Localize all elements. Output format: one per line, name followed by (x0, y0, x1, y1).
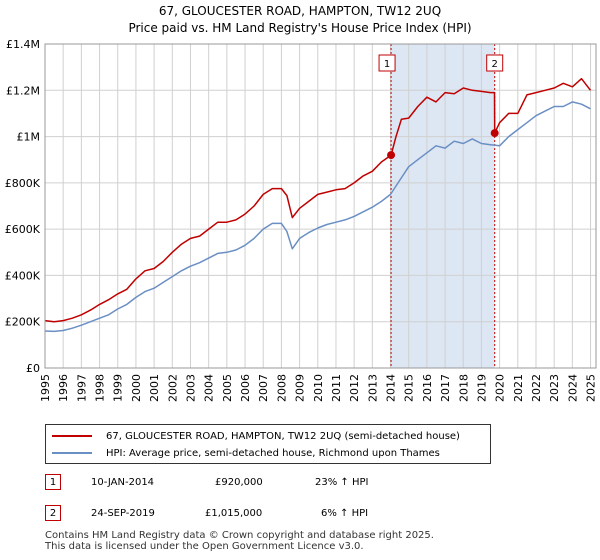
x-tick-label: 2021 (512, 374, 525, 402)
x-tick-label: 2006 (239, 374, 252, 402)
y-tick-label: £800K (5, 177, 41, 190)
chart-subtitle: Price paid vs. HM Land Registry's House … (128, 21, 472, 35)
footer-copyright: Contains HM Land Registry data © Crown c… (45, 530, 434, 541)
y-tick-label: £600K (5, 223, 41, 236)
y-tick-label: £1.2M (6, 84, 40, 97)
transaction-date: 24-SEP-2019 (91, 508, 155, 519)
sale-label: 1 (384, 59, 390, 70)
y-tick-label: £200K (5, 316, 41, 329)
x-tick-label: 2019 (475, 374, 488, 402)
sale-label: 2 (492, 59, 498, 70)
transaction-price: £1,015,000 (205, 508, 263, 519)
legend: 67, GLOUCESTER ROAD, HAMPTON, TW12 2UQ (… (45, 424, 491, 464)
x-tick-label: 1999 (112, 374, 125, 402)
x-tick-label: 2005 (221, 374, 234, 402)
sale-label-box (486, 54, 504, 72)
y-tick-label: £0 (26, 362, 40, 375)
x-tick-label: 2008 (275, 374, 288, 402)
x-tick-label: 2011 (330, 374, 343, 402)
x-tick-label: 2013 (366, 374, 379, 402)
x-tick-label: 2009 (294, 374, 307, 402)
legend-swatch-hpi (52, 452, 92, 454)
legend-item-hpi: HPI: Average price, semi-detached house,… (52, 445, 440, 461)
price-chart: £0 £200K £400K £600K £800K £1M £1.2M £1.4M 1995 1… (5, 38, 598, 402)
x-tick-label: 2001 (148, 374, 161, 402)
transaction-date: 10-JAN-2014 (91, 477, 155, 488)
y-tick-label: £1M (17, 131, 41, 144)
x-tick-label: 1996 (57, 374, 70, 402)
x-tick-label: 2016 (421, 374, 434, 402)
transaction-badge: 1 (45, 474, 61, 490)
x-tick-label: 2007 (257, 374, 270, 402)
transaction-hpi-change: 23% ↑ HPI (315, 477, 369, 488)
legend-label-hpi: HPI: Average price, semi-detached house,… (106, 447, 440, 459)
x-tick-label: 2000 (130, 374, 143, 402)
transaction-hpi-change: 6% ↑ HPI (321, 508, 369, 519)
x-tick-label: 2014 (385, 374, 398, 402)
x-tick-label: 2002 (166, 374, 179, 402)
x-tick-label: 2020 (494, 374, 507, 402)
sale-point (490, 129, 499, 138)
x-tick-label: 2012 (348, 374, 361, 402)
plot-area (45, 44, 596, 368)
footer-licence: This data is licensed under the Open Gov… (45, 541, 364, 552)
legend-swatch-property (52, 435, 92, 437)
transaction-price: £920,000 (215, 477, 263, 488)
plot-border (44, 43, 597, 369)
x-tick-label: 2023 (548, 374, 561, 402)
y-tick-label: £400K (5, 269, 41, 282)
x-tick-label: 2018 (457, 374, 470, 402)
x-tick-label: 2003 (184, 374, 197, 402)
sale-label-box (378, 54, 396, 72)
sale-point (387, 151, 396, 160)
y-tick-label: £1.4M (6, 38, 40, 51)
x-tick-label: 2004 (203, 374, 216, 402)
x-tick-label: 2022 (530, 374, 543, 402)
x-tick-label: 2025 (585, 374, 598, 402)
hpi-series-line (44, 101, 591, 333)
ownership-shade (391, 44, 495, 368)
x-tick-label: 2024 (566, 374, 579, 402)
x-tick-label: 1995 (39, 374, 52, 402)
x-tick-label: 2017 (439, 374, 452, 402)
legend-item-property: 67, GLOUCESTER ROAD, HAMPTON, TW12 2UQ (… (52, 428, 460, 444)
x-tick-label: 1997 (75, 374, 88, 402)
footer: Contains HM Land Registry data © Crown c… (45, 530, 434, 552)
transaction-badge: 2 (45, 505, 61, 521)
x-tick-label: 1998 (94, 374, 107, 402)
legend-label-property: 67, GLOUCESTER ROAD, HAMPTON, TW12 2UQ (… (106, 430, 460, 442)
x-tick-label: 2015 (403, 374, 416, 402)
x-tick-label: 2010 (312, 374, 325, 402)
chart-title: 67, GLOUCESTER ROAD, HAMPTON, TW12 2UQ (158, 4, 442, 18)
